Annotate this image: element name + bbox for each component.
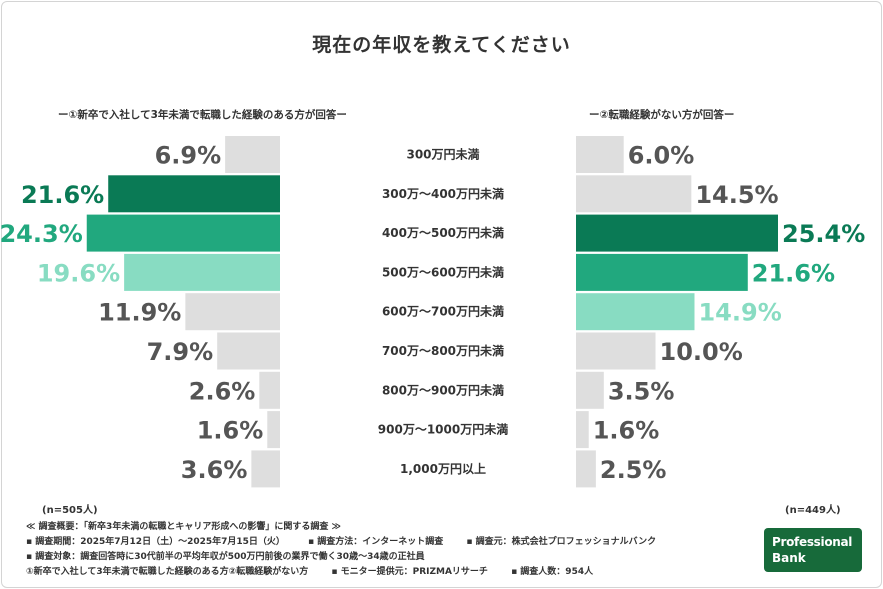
value-label-left: 1.6% bbox=[197, 417, 264, 445]
value-label-right: 6.0% bbox=[628, 142, 695, 170]
bar-right bbox=[576, 214, 778, 252]
category-label: 500万〜600万円未満 bbox=[382, 264, 504, 279]
value-label-right: 2.5% bbox=[600, 456, 667, 484]
bar-left bbox=[225, 136, 280, 173]
logo-text: Professional bbox=[772, 535, 853, 549]
bar-left bbox=[185, 293, 280, 331]
bar-right bbox=[576, 136, 624, 173]
logo-text: Bank bbox=[772, 551, 806, 565]
footer-monitor: ▪ モニター提供元：PRIZMAリサーチ bbox=[331, 567, 488, 577]
footer-line: ▪ 調査対象：調査回答時に30代前半の平均年収が500万円前後の業界で働く30歳… bbox=[26, 550, 676, 565]
category-label: 400万〜500万円未満 bbox=[382, 225, 504, 240]
footer-line: ▪ 調査期間：2025年7月12日（土）〜2025年7月15日（火） ▪ 調査方… bbox=[26, 535, 676, 550]
value-label-left: 19.6% bbox=[37, 259, 120, 287]
category-label: 300万円未満 bbox=[406, 147, 479, 162]
professional-bank-logo: Professional Bank bbox=[764, 528, 862, 572]
footer-groups: ①新卒で入社して3年未満で転職した経験のある方②転職経験がない方 bbox=[26, 567, 309, 577]
left-sample-size: (n=505人) bbox=[42, 505, 98, 516]
butterfly-bar-chart: 6.9% 6.0% 300万円未満 21.6% 14.5% 300万〜400万円未満 24.… bbox=[0, 136, 865, 488]
left-series-subtitle: ー①新卒で入社して3年未満で転職した経験のある方が回答ー bbox=[58, 109, 347, 121]
value-label-right: 10.0% bbox=[660, 338, 743, 366]
bar-left bbox=[124, 253, 281, 291]
value-label-left: 11.9% bbox=[98, 299, 181, 327]
value-label-right: 14.5% bbox=[695, 181, 778, 209]
bar-right bbox=[576, 293, 695, 331]
bar-right bbox=[576, 371, 604, 409]
value-label-right: 14.9% bbox=[698, 299, 781, 327]
right-sample-size: (n=449人) bbox=[785, 505, 841, 516]
bar-left bbox=[217, 332, 280, 370]
value-label-left: 7.9% bbox=[147, 338, 214, 366]
value-label-right: 1.6% bbox=[593, 417, 660, 445]
bar-left bbox=[86, 214, 280, 252]
footer-source: ▪ 調査元：株式会社プロフェッショナルバンク bbox=[466, 537, 657, 547]
value-label-left: 24.3% bbox=[0, 220, 83, 248]
value-label-left: 2.6% bbox=[189, 377, 256, 405]
category-label: 700万〜800万円未満 bbox=[382, 343, 504, 358]
footer-target: ▪ 調査対象：調査回答時に30代前半の平均年収が500万円前後の業界で働く30歳… bbox=[26, 552, 425, 562]
bar-left bbox=[251, 450, 280, 488]
value-label-left: 6.9% bbox=[155, 142, 222, 170]
footer-method: ▪ 調査方法：インターネット調査 bbox=[308, 537, 444, 547]
bar-right bbox=[576, 450, 596, 488]
chart-title: 現在の年収を教えてください bbox=[312, 34, 571, 56]
footer-count: ▪ 調査人数：954人 bbox=[511, 567, 594, 577]
value-label-right: 3.5% bbox=[608, 377, 675, 405]
category-label: 300万〜400万円未満 bbox=[382, 186, 504, 201]
value-label-right: 25.4% bbox=[782, 220, 865, 248]
value-label-right: 21.6% bbox=[752, 259, 835, 287]
bar-left bbox=[267, 411, 280, 449]
right-series-subtitle: ー②転職経験がない方が回答ー bbox=[589, 109, 735, 121]
survey-footer: ≪ 調査概要：「新卒3年未満の転職とキャリア形成への影響」に関する調査 ≫ ▪ … bbox=[26, 520, 676, 580]
footer-line: ①新卒で入社して3年未満で転職した経験のある方②転職経験がない方 ▪ モニター提… bbox=[26, 565, 676, 580]
category-label: 600万〜700万円未満 bbox=[382, 304, 504, 319]
footer-line: ≪ 調査概要：「新卒3年未満の転職とキャリア形成への影響」に関する調査 ≫ bbox=[26, 520, 676, 535]
footer-period: ▪ 調査期間：2025年7月12日（土）〜2025年7月15日（火） bbox=[26, 537, 285, 547]
value-label-left: 3.6% bbox=[181, 456, 248, 484]
bar-left bbox=[259, 371, 280, 409]
bar-right bbox=[576, 411, 589, 449]
category-label: 900万〜1000万円未満 bbox=[378, 422, 508, 437]
category-label: 800万〜900万円未満 bbox=[382, 382, 504, 397]
value-label-left: 21.6% bbox=[21, 181, 104, 209]
bar-right bbox=[576, 175, 692, 213]
footer-overview: ≪ 調査概要：「新卒3年未満の転職とキャリア形成への影響」に関する調査 ≫ bbox=[26, 522, 341, 532]
bar-right bbox=[576, 253, 748, 291]
bar-left bbox=[108, 175, 280, 213]
bar-right bbox=[576, 332, 656, 370]
category-label: 1,000万円以上 bbox=[400, 461, 486, 476]
